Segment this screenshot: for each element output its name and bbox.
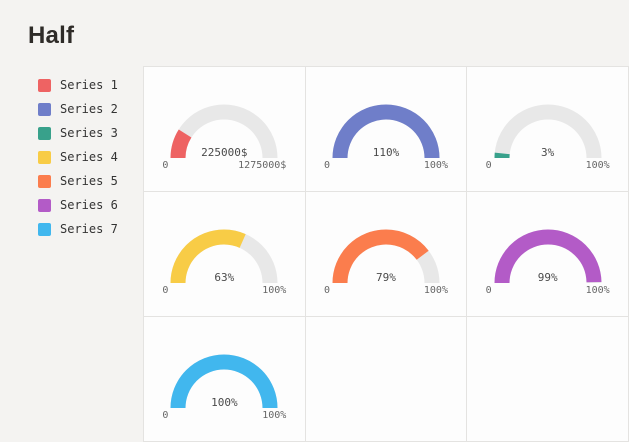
gauge-series-6: 99% 0 100% xyxy=(486,223,610,296)
gauge-min-label: 0 xyxy=(162,159,169,171)
legend-item-series-3[interactable]: Series 3 xyxy=(38,126,118,140)
gauge-arc xyxy=(494,104,602,158)
legend-item-series-1[interactable]: Series 1 xyxy=(38,78,118,92)
gauge-max-label: 100% xyxy=(423,159,448,171)
gauge-max-label: 100% xyxy=(585,284,610,296)
gauge-arc xyxy=(332,104,440,158)
gauge-arc-container xyxy=(486,98,610,166)
gauge-value-label: 63% xyxy=(214,270,235,284)
gauge-value-label: 225000$ xyxy=(201,145,248,159)
gauge-value-label: 99% xyxy=(537,270,558,284)
gauge-arc-container xyxy=(324,98,448,166)
legend-label: Series 5 xyxy=(60,174,118,188)
legend-item-series-7[interactable]: Series 7 xyxy=(38,222,118,236)
legend-label: Series 3 xyxy=(60,126,118,140)
gauge-arc xyxy=(170,104,278,158)
gauge-max-label: 1275000$ xyxy=(238,159,287,171)
gauge-arc-container xyxy=(324,223,448,291)
legend-label: Series 1 xyxy=(60,78,118,92)
legend-item-series-2[interactable]: Series 2 xyxy=(38,102,118,116)
gauge-min-label: 0 xyxy=(323,284,331,296)
gauge-min-label: 0 xyxy=(323,159,331,171)
legend-item-series-6[interactable]: Series 6 xyxy=(38,198,118,212)
legend-item-series-5[interactable]: Series 5 xyxy=(38,174,118,188)
gauge-value-label: 3% xyxy=(541,145,555,159)
gauge-series-1: 225000$ 0 1275000$ xyxy=(162,98,286,171)
empty-cell xyxy=(467,317,629,442)
gauge-arc xyxy=(332,229,440,283)
gauge-series-3: 3% 0 100% xyxy=(486,98,610,171)
gauge-min-label: 0 xyxy=(162,284,169,296)
gauge-max-label: 100% xyxy=(585,159,610,171)
legend-swatch xyxy=(38,222,51,236)
gauge-max-label: 100% xyxy=(262,284,287,296)
gauge-arc xyxy=(494,229,602,283)
gauge-min-label: 0 xyxy=(485,284,492,296)
legend-swatch xyxy=(38,198,51,212)
legend-swatch xyxy=(38,78,51,92)
gauge-cell-series-1: 225000$ 0 1275000$ xyxy=(144,67,306,192)
page-title: Half xyxy=(28,22,75,50)
gauge-min-label: 0 xyxy=(485,159,492,171)
legend-swatch xyxy=(38,150,51,164)
chart-legend: Series 1 Series 2 Series 3 Series 4 Seri… xyxy=(38,78,118,236)
gauge-max-label: 100% xyxy=(423,284,448,296)
gauge-value-label: 100% xyxy=(211,395,238,409)
legend-label: Series 4 xyxy=(60,150,118,164)
gauge-value-label: 110% xyxy=(372,145,400,159)
legend-label: Series 7 xyxy=(60,222,118,236)
gauge-series-4: 63% 0 100% xyxy=(162,223,286,296)
gauge-cell-series-5: 79% 0 100% xyxy=(305,192,468,317)
legend-item-series-4[interactable]: Series 4 xyxy=(38,150,118,164)
gauge-arc xyxy=(170,229,278,283)
gauge-arc xyxy=(170,354,278,408)
gauge-min-label: 0 xyxy=(162,409,169,421)
gauge-series-7: 100% 0 100% xyxy=(162,348,286,421)
empty-cell xyxy=(305,317,468,442)
legend-swatch xyxy=(38,174,51,188)
gauge-arc-container xyxy=(162,98,286,166)
gauge-cell-series-2: 110% 0 100% xyxy=(305,67,468,192)
legend-swatch xyxy=(38,126,51,140)
gauge-cell-series-7: 100% 0 100% xyxy=(144,317,306,442)
gauge-series-2: 110% 0 100% xyxy=(324,98,448,171)
gauge-series-5: 79% 0 100% xyxy=(324,223,448,296)
gauge-grid: 225000$ 0 1275000$ 110% 0 100% 3% 0 100% xyxy=(143,66,629,442)
gauge-arc-container xyxy=(162,223,286,291)
gauge-cell-series-3: 3% 0 100% xyxy=(467,67,629,192)
gauge-arc-container xyxy=(486,223,610,291)
legend-swatch xyxy=(38,102,51,116)
gauge-max-label: 100% xyxy=(262,409,287,421)
gauge-value-label: 79% xyxy=(376,270,396,284)
gauge-cell-series-4: 63% 0 100% xyxy=(144,192,306,317)
legend-label: Series 6 xyxy=(60,198,118,212)
gauge-cell-series-6: 99% 0 100% xyxy=(467,192,629,317)
gauge-arc-container xyxy=(162,348,286,416)
legend-label: Series 2 xyxy=(60,102,118,116)
